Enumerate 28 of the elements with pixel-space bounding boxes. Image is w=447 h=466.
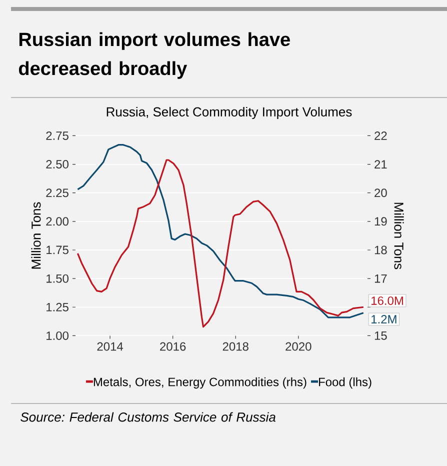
y2-tick-label: 15 bbox=[374, 332, 387, 340]
y-tick-label: 1.75 bbox=[46, 246, 68, 254]
y-tick-label: 2.25 bbox=[46, 188, 68, 198]
data-label: 16.0M bbox=[371, 296, 403, 305]
x-tick-label: 2020 bbox=[286, 342, 312, 351]
chart-title: Russian import volumes have decreased broadly bbox=[18, 32, 290, 79]
y-tick-label: 1.50 bbox=[46, 274, 68, 283]
x-tick-label: 2014 bbox=[97, 342, 123, 351]
y2-tick-label: 21 bbox=[374, 160, 387, 168]
y-axis-title: Million Tons bbox=[31, 202, 41, 269]
y-tick-label: 2.00 bbox=[46, 217, 68, 226]
y2-tick-label: 18 bbox=[374, 246, 387, 254]
y2-tick-label: 22 bbox=[374, 132, 387, 140]
data-label: 1.2M bbox=[371, 315, 396, 324]
source-note: Source: Federal Customs Service of Russia bbox=[20, 412, 276, 422]
y2-axis-title: Million Tons bbox=[394, 202, 404, 270]
y2-tick-label: 20 bbox=[374, 188, 387, 198]
y-tick-label: 1.25 bbox=[46, 302, 68, 312]
legend-label: Metals, Ores, Energy Commodities (rhs) bbox=[94, 377, 306, 389]
chart-subtitle: Russia, Select Commodity Import Volumes bbox=[106, 106, 352, 120]
x-tick-label: 2016 bbox=[160, 342, 186, 351]
y2-tick-label: 17 bbox=[374, 274, 387, 283]
y2-tick-label: 19 bbox=[374, 217, 387, 226]
legend-label: Food (lhs) bbox=[318, 377, 372, 389]
y-tick-label: 1.00 bbox=[46, 331, 68, 340]
x-tick-label: 2018 bbox=[222, 342, 248, 351]
y-tick-label: 2.75 bbox=[46, 131, 68, 140]
y-tick-label: 2.50 bbox=[46, 160, 68, 169]
